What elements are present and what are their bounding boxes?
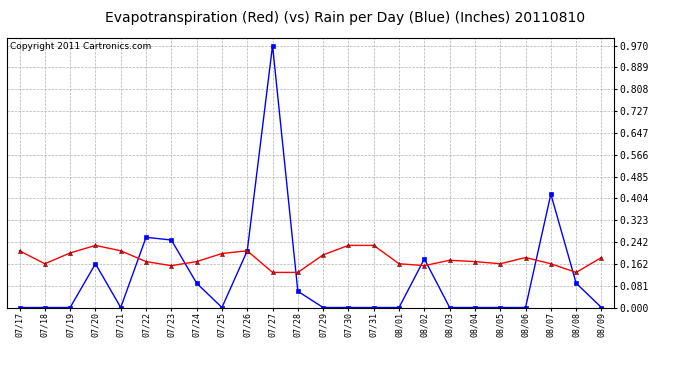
- Text: Evapotranspiration (Red) (vs) Rain per Day (Blue) (Inches) 20110810: Evapotranspiration (Red) (vs) Rain per D…: [105, 11, 585, 25]
- Text: Copyright 2011 Cartronics.com: Copyright 2011 Cartronics.com: [10, 42, 151, 51]
